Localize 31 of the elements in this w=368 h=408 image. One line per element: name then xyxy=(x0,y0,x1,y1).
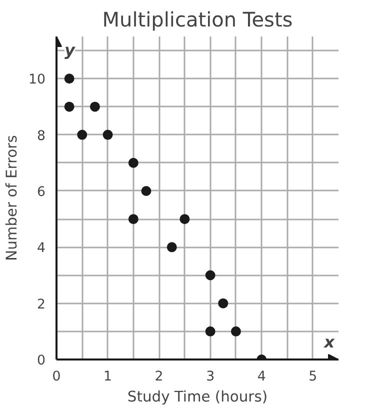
y-tick-label: 2 xyxy=(37,297,46,312)
annotation: x xyxy=(323,332,336,352)
point xyxy=(102,130,113,140)
y-axis-title: Number of Errors xyxy=(4,135,21,261)
y-tick-label: 0 xyxy=(37,354,46,368)
point xyxy=(180,214,190,224)
annotation: y xyxy=(64,40,76,60)
point xyxy=(230,326,241,336)
y-tick-label: 4 xyxy=(37,241,46,256)
point xyxy=(218,298,228,308)
x-tick-label: 4 xyxy=(257,370,266,384)
point xyxy=(90,102,100,112)
chart-title: Multiplication Tests xyxy=(102,8,293,32)
x-tick-label: 3 xyxy=(206,370,215,384)
x-axis-title: Study Time (hours) xyxy=(127,388,268,406)
point xyxy=(128,214,138,224)
x-tick-label: 0 xyxy=(52,370,61,384)
point xyxy=(128,158,138,168)
point xyxy=(205,270,216,280)
point xyxy=(141,186,152,196)
point xyxy=(64,74,74,84)
y-tick-label: 6 xyxy=(37,184,46,200)
point xyxy=(166,242,177,252)
x-tick-label: 5 xyxy=(308,370,318,384)
point xyxy=(205,326,216,336)
x-tick-label: 2 xyxy=(154,370,164,384)
point xyxy=(64,102,74,112)
x-tick-label: 1 xyxy=(104,370,112,384)
y-tick-label: 8 xyxy=(37,128,46,144)
point xyxy=(77,130,88,140)
y-tick-label: 10 xyxy=(28,72,46,88)
